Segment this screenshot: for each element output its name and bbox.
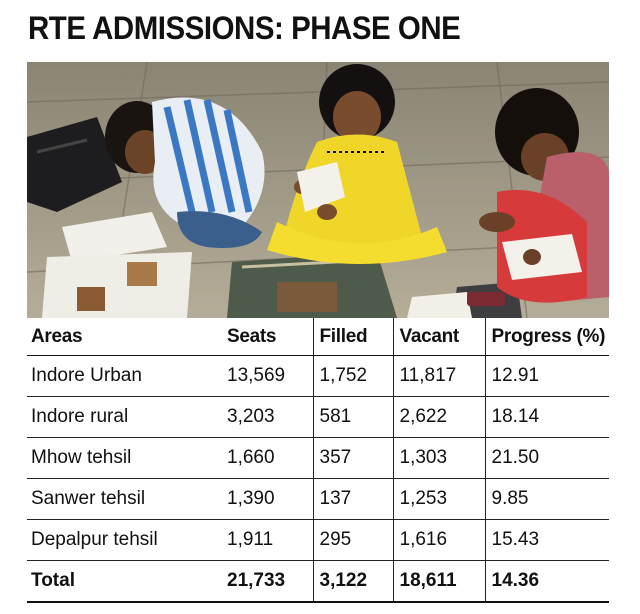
cell-vacant: 1,303 bbox=[392, 437, 485, 479]
cell-area: Depalpur tehsil bbox=[27, 519, 223, 561]
admissions-table: Areas Seats Filled Vacant Progress (%) I… bbox=[27, 318, 609, 603]
cell-area: Indore rural bbox=[27, 396, 223, 438]
cell-vacant: 1,253 bbox=[392, 478, 485, 520]
header-filled: Filled bbox=[312, 318, 393, 356]
cell-vacant: 2,622 bbox=[392, 396, 485, 438]
total-vacant: 18,611 bbox=[392, 560, 485, 603]
admissions-table-container: Areas Seats Filled Vacant Progress (%) I… bbox=[27, 318, 609, 603]
cell-area: Mhow tehsil bbox=[27, 437, 223, 479]
cell-seats: 13,569 bbox=[223, 355, 313, 397]
cell-progress: 15.43 bbox=[484, 519, 609, 561]
cell-filled: 581 bbox=[312, 396, 393, 438]
cell-vacant: 11,817 bbox=[392, 355, 485, 397]
total-seats: 21,733 bbox=[223, 560, 313, 603]
total-progress: 14.36 bbox=[484, 560, 609, 603]
header-progress: Progress (%) bbox=[484, 318, 609, 356]
table-row: Sanwer tehsil 1,390 137 1,253 9.85 bbox=[27, 478, 609, 520]
cell-area: Indore Urban bbox=[27, 355, 223, 397]
cell-progress: 21.50 bbox=[484, 437, 609, 479]
header-areas: Areas bbox=[27, 318, 223, 356]
table-row: Indore rural 3,203 581 2,622 18.14 bbox=[27, 396, 609, 438]
cell-filled: 137 bbox=[312, 478, 393, 520]
children-studying-photo bbox=[27, 62, 609, 318]
table-row: Mhow tehsil 1,660 357 1,303 21.50 bbox=[27, 437, 609, 479]
header-vacant: Vacant bbox=[392, 318, 485, 356]
cell-seats: 1,390 bbox=[223, 478, 313, 520]
cell-filled: 295 bbox=[312, 519, 393, 561]
cell-seats: 1,911 bbox=[223, 519, 313, 561]
table-row: Indore Urban 13,569 1,752 11,817 12.91 bbox=[27, 355, 609, 397]
total-filled: 3,122 bbox=[312, 560, 393, 603]
cell-seats: 1,660 bbox=[223, 437, 313, 479]
cell-progress: 18.14 bbox=[484, 396, 609, 438]
cell-progress: 12.91 bbox=[484, 355, 609, 397]
cell-vacant: 1,616 bbox=[392, 519, 485, 561]
cell-area: Sanwer tehsil bbox=[27, 478, 223, 520]
header-seats: Seats bbox=[223, 318, 313, 356]
cell-seats: 3,203 bbox=[223, 396, 313, 438]
table-row: Depalpur tehsil 1,911 295 1,616 15.43 bbox=[27, 519, 609, 561]
total-row: Total 21,733 3,122 18,611 14.36 bbox=[27, 560, 609, 603]
table-header-row: Areas Seats Filled Vacant Progress (%) bbox=[27, 318, 609, 356]
cell-filled: 1,752 bbox=[312, 355, 393, 397]
total-label: Total bbox=[27, 560, 223, 603]
headline: RTE ADMISSIONS: PHASE ONE bbox=[28, 10, 461, 46]
cell-filled: 357 bbox=[312, 437, 393, 479]
cell-progress: 9.85 bbox=[484, 478, 609, 520]
